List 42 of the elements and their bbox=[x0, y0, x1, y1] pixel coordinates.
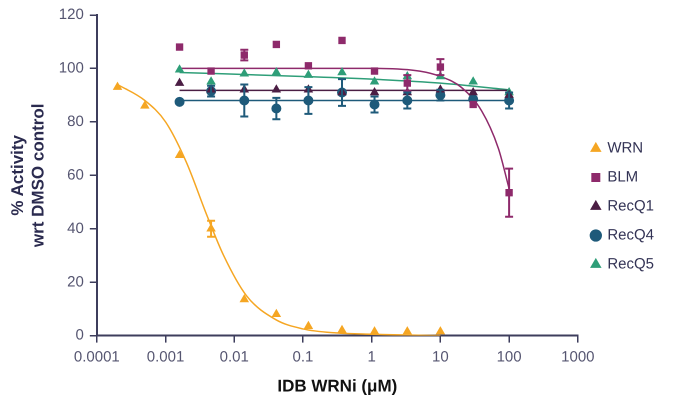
x-tick-label: 0.01 bbox=[220, 348, 249, 366]
x-tick-label: 0.001 bbox=[146, 348, 184, 366]
point bbox=[272, 67, 281, 76]
y-axis-title: % Activity wrt DMSO control bbox=[8, 104, 48, 248]
legend-label: RecQ5 bbox=[607, 256, 654, 273]
point bbox=[175, 64, 184, 73]
legend-label: RecQ4 bbox=[607, 226, 654, 244]
legend-label: RecQ1 bbox=[607, 198, 654, 215]
x-tick-label: 10 bbox=[432, 348, 449, 366]
point bbox=[272, 84, 281, 93]
point bbox=[338, 36, 346, 44]
y-tick-label: 40 bbox=[67, 220, 84, 237]
point bbox=[174, 96, 185, 107]
y-tick-label: 80 bbox=[67, 113, 84, 130]
point bbox=[206, 76, 216, 85]
legend-label: WRN bbox=[607, 140, 644, 157]
y-tick-label: 20 bbox=[67, 273, 84, 290]
point bbox=[469, 100, 477, 108]
x-tick-label: 0.0001 bbox=[74, 348, 120, 366]
point bbox=[468, 76, 478, 85]
x-tick-label: 100 bbox=[496, 348, 522, 366]
point bbox=[370, 67, 378, 75]
point bbox=[304, 62, 312, 70]
point bbox=[338, 67, 346, 76]
legend-label: BLM bbox=[607, 168, 638, 186]
y-tick-label: 0 bbox=[75, 326, 84, 344]
point bbox=[304, 70, 313, 78]
x-tick-label: 0.1 bbox=[292, 348, 314, 366]
point bbox=[272, 40, 280, 48]
y-tick-label: 60 bbox=[67, 166, 84, 184]
point bbox=[176, 43, 184, 51]
x-tick-label: 1 bbox=[368, 348, 376, 366]
point bbox=[240, 68, 249, 77]
y-tick-label: 120 bbox=[58, 6, 84, 24]
point bbox=[207, 67, 215, 75]
x-axis-title: IDB WRNi (μM) bbox=[277, 376, 398, 396]
point bbox=[370, 87, 379, 96]
y-tick-label: 100 bbox=[58, 60, 84, 77]
point bbox=[468, 87, 478, 96]
point bbox=[175, 78, 184, 86]
point bbox=[370, 76, 379, 85]
x-tick-label: 1000 bbox=[561, 348, 595, 366]
